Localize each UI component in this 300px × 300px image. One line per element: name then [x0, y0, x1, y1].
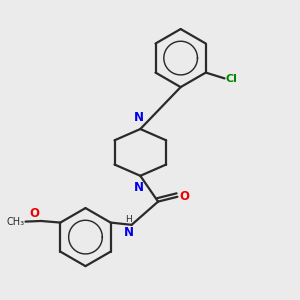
Text: H: H — [125, 214, 132, 224]
Text: N: N — [134, 181, 144, 194]
Text: Cl: Cl — [226, 74, 238, 84]
Text: O: O — [30, 207, 40, 220]
Text: N: N — [123, 226, 134, 239]
Text: CH₃: CH₃ — [6, 217, 25, 226]
Text: O: O — [179, 190, 189, 202]
Text: N: N — [134, 110, 144, 124]
